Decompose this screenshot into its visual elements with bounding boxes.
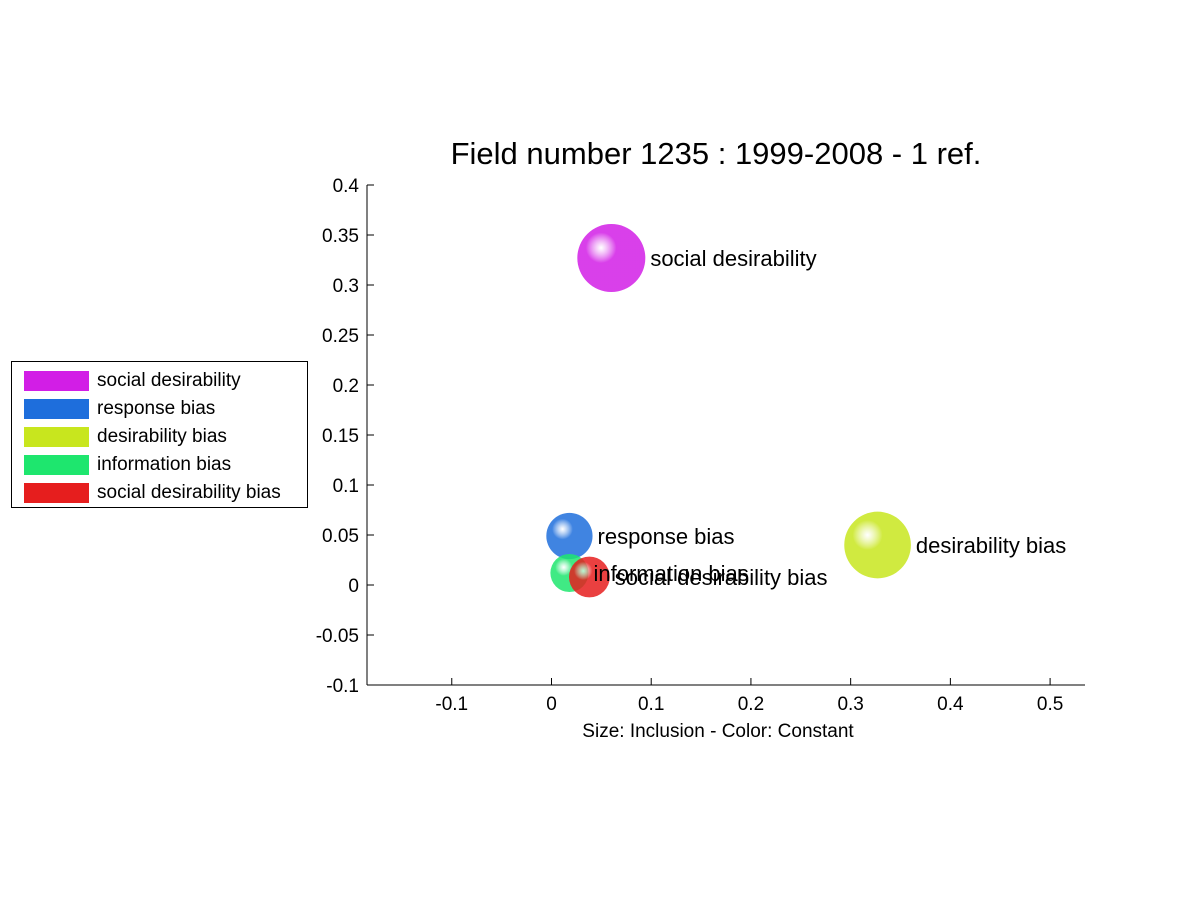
bubble-label: desirability bias bbox=[916, 533, 1066, 558]
legend-swatch bbox=[24, 427, 89, 447]
legend-swatch bbox=[24, 455, 89, 475]
x-tick-label: 0.1 bbox=[638, 694, 664, 715]
bubble-label: social desirability bias bbox=[615, 565, 828, 590]
y-tick-label: 0.05 bbox=[322, 526, 359, 547]
y-tick-label: 0.4 bbox=[333, 176, 360, 197]
y-tick-label: 0 bbox=[348, 576, 359, 597]
bubble bbox=[844, 511, 911, 579]
legend-item: social desirability bias bbox=[24, 482, 281, 503]
y-tick-label: 0.3 bbox=[333, 276, 359, 297]
legend-swatch bbox=[24, 399, 89, 419]
x-tick-label: 0.2 bbox=[738, 694, 764, 715]
y-tick-label: 0.1 bbox=[333, 476, 359, 497]
x-tick-label: 0.5 bbox=[1037, 694, 1063, 715]
legend-item: desirability bias bbox=[24, 426, 227, 447]
x-tick-label: 0.4 bbox=[937, 694, 964, 715]
x-tick-label: 0 bbox=[546, 694, 557, 715]
legend-swatch bbox=[24, 371, 89, 391]
legend-label: response bias bbox=[97, 398, 216, 419]
bubble-label: response bias bbox=[598, 524, 735, 549]
bubble-label: information bias bbox=[593, 561, 748, 586]
legend-label: social desirability bias bbox=[97, 482, 281, 503]
bubble-labels: social desirability response bias desirabi… bbox=[593, 246, 1066, 590]
bubble-label: social desirability bbox=[650, 246, 816, 271]
y-tick-label: 0.2 bbox=[333, 376, 359, 397]
y-tick-label: -0.1 bbox=[326, 676, 359, 697]
bubble bbox=[568, 556, 610, 598]
bubble bbox=[577, 224, 646, 292]
chart-title: Field number 1235 : 1999-2008 - 1 ref. bbox=[451, 136, 982, 171]
legend: social desirability response bias desira… bbox=[11, 361, 308, 508]
legend-item: social desirability bbox=[24, 370, 241, 391]
legend-label: desirability bias bbox=[97, 426, 227, 447]
y-tick-label: 0.35 bbox=[322, 226, 359, 247]
axes: -0.1 0 0.1 0.2 0.3 0.4 0.5 -0.1 -0.05 0 0.05 0.1 0.1… bbox=[316, 176, 1085, 715]
x-tick-label: 0.3 bbox=[837, 694, 863, 715]
x-axis-label: Size: Inclusion - Color: Constant bbox=[582, 721, 854, 742]
bubbles bbox=[546, 224, 911, 598]
legend-item: information bias bbox=[24, 454, 232, 475]
y-tick-label: 0.15 bbox=[322, 426, 359, 447]
legend-label: information bias bbox=[97, 454, 232, 475]
y-tick-label: 0.25 bbox=[322, 326, 359, 347]
legend-label: social desirability bbox=[97, 370, 241, 391]
legend-item: response bias bbox=[24, 398, 216, 419]
bubble bbox=[546, 512, 593, 560]
x-tick-label: -0.1 bbox=[435, 694, 468, 715]
y-tick-label: -0.05 bbox=[316, 626, 359, 647]
legend-swatch bbox=[24, 483, 89, 503]
